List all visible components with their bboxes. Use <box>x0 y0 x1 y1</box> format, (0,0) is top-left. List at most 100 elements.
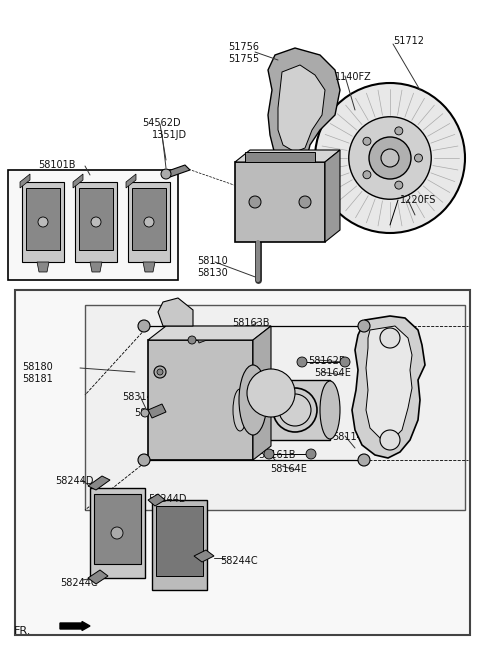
Bar <box>75 182 117 262</box>
Ellipse shape <box>320 381 340 439</box>
Circle shape <box>91 217 101 227</box>
Polygon shape <box>278 65 325 152</box>
Bar <box>128 182 170 262</box>
Text: 58244C: 58244C <box>220 556 258 566</box>
Bar <box>85 305 465 510</box>
Text: 58120: 58120 <box>148 360 179 370</box>
Polygon shape <box>366 326 412 440</box>
Circle shape <box>306 449 316 459</box>
Bar <box>260 380 330 440</box>
Circle shape <box>380 328 400 348</box>
Circle shape <box>358 320 370 332</box>
Bar <box>156 506 203 576</box>
Circle shape <box>395 181 403 189</box>
Text: 58314: 58314 <box>122 392 153 402</box>
Bar <box>94 494 141 564</box>
Circle shape <box>38 217 48 227</box>
Bar <box>152 500 207 590</box>
Polygon shape <box>196 330 215 343</box>
Polygon shape <box>20 174 30 188</box>
Text: 58244D: 58244D <box>55 476 94 486</box>
Text: 58113: 58113 <box>285 424 316 434</box>
Polygon shape <box>148 326 271 340</box>
Text: 1351JD: 1351JD <box>152 130 187 140</box>
Circle shape <box>380 430 400 450</box>
Text: 58164E: 58164E <box>314 368 351 378</box>
Polygon shape <box>88 570 108 584</box>
Polygon shape <box>88 476 110 490</box>
Bar <box>15 290 470 635</box>
Polygon shape <box>37 262 49 272</box>
Polygon shape <box>325 150 340 242</box>
Circle shape <box>358 454 370 466</box>
Text: 58164E: 58164E <box>270 464 307 474</box>
Bar <box>79 188 113 250</box>
Circle shape <box>188 336 196 344</box>
Circle shape <box>315 83 465 233</box>
Polygon shape <box>126 174 136 188</box>
Bar <box>240 388 262 432</box>
Polygon shape <box>158 298 193 326</box>
Text: 58180
58181: 58180 58181 <box>22 362 53 384</box>
Text: 58110
58130: 58110 58130 <box>197 256 228 277</box>
Text: 58125: 58125 <box>183 334 214 344</box>
Circle shape <box>157 369 163 375</box>
Text: 58161B: 58161B <box>258 450 296 460</box>
Circle shape <box>381 149 399 167</box>
Circle shape <box>247 369 295 417</box>
Text: 1220FS: 1220FS <box>400 195 436 205</box>
Circle shape <box>395 127 403 135</box>
Circle shape <box>144 217 154 227</box>
Polygon shape <box>165 165 190 177</box>
Polygon shape <box>143 262 155 272</box>
FancyArrow shape <box>60 621 90 630</box>
Circle shape <box>415 154 422 162</box>
Polygon shape <box>148 494 165 506</box>
Circle shape <box>279 394 311 426</box>
Bar <box>235 162 325 242</box>
Polygon shape <box>194 550 214 562</box>
Ellipse shape <box>233 389 247 431</box>
Text: 51756
51755: 51756 51755 <box>228 42 259 64</box>
Polygon shape <box>268 48 340 175</box>
Circle shape <box>369 137 411 179</box>
Polygon shape <box>352 316 425 458</box>
Text: 1140FZ: 1140FZ <box>335 72 372 82</box>
Polygon shape <box>235 150 340 162</box>
Text: 58163B: 58163B <box>134 408 171 418</box>
Text: 58244D: 58244D <box>148 494 187 504</box>
Ellipse shape <box>239 365 267 435</box>
Text: 58112: 58112 <box>270 408 301 418</box>
Circle shape <box>349 117 431 199</box>
Bar <box>26 188 60 250</box>
Circle shape <box>249 196 261 208</box>
Bar <box>8 170 178 280</box>
Circle shape <box>264 449 274 459</box>
Circle shape <box>340 357 350 367</box>
Polygon shape <box>253 326 271 460</box>
Polygon shape <box>73 174 83 188</box>
Circle shape <box>141 409 149 417</box>
Ellipse shape <box>250 381 270 439</box>
Circle shape <box>154 366 166 378</box>
Bar <box>148 340 253 460</box>
Text: 51712: 51712 <box>393 36 424 46</box>
Polygon shape <box>148 404 166 418</box>
Text: 58244C: 58244C <box>60 578 97 588</box>
Polygon shape <box>90 262 102 272</box>
Text: 58114A: 58114A <box>332 432 370 442</box>
Circle shape <box>299 196 311 208</box>
Bar <box>245 152 315 162</box>
Circle shape <box>138 320 150 332</box>
Bar <box>90 488 145 578</box>
Circle shape <box>138 454 150 466</box>
Circle shape <box>161 169 171 179</box>
Text: 58162B: 58162B <box>308 356 346 366</box>
Text: 58163B: 58163B <box>232 318 269 328</box>
Circle shape <box>297 357 307 367</box>
Circle shape <box>111 527 123 539</box>
Text: 58101B: 58101B <box>38 160 75 170</box>
Text: 54562D: 54562D <box>142 118 180 128</box>
Bar <box>132 188 166 250</box>
Bar <box>22 182 64 262</box>
